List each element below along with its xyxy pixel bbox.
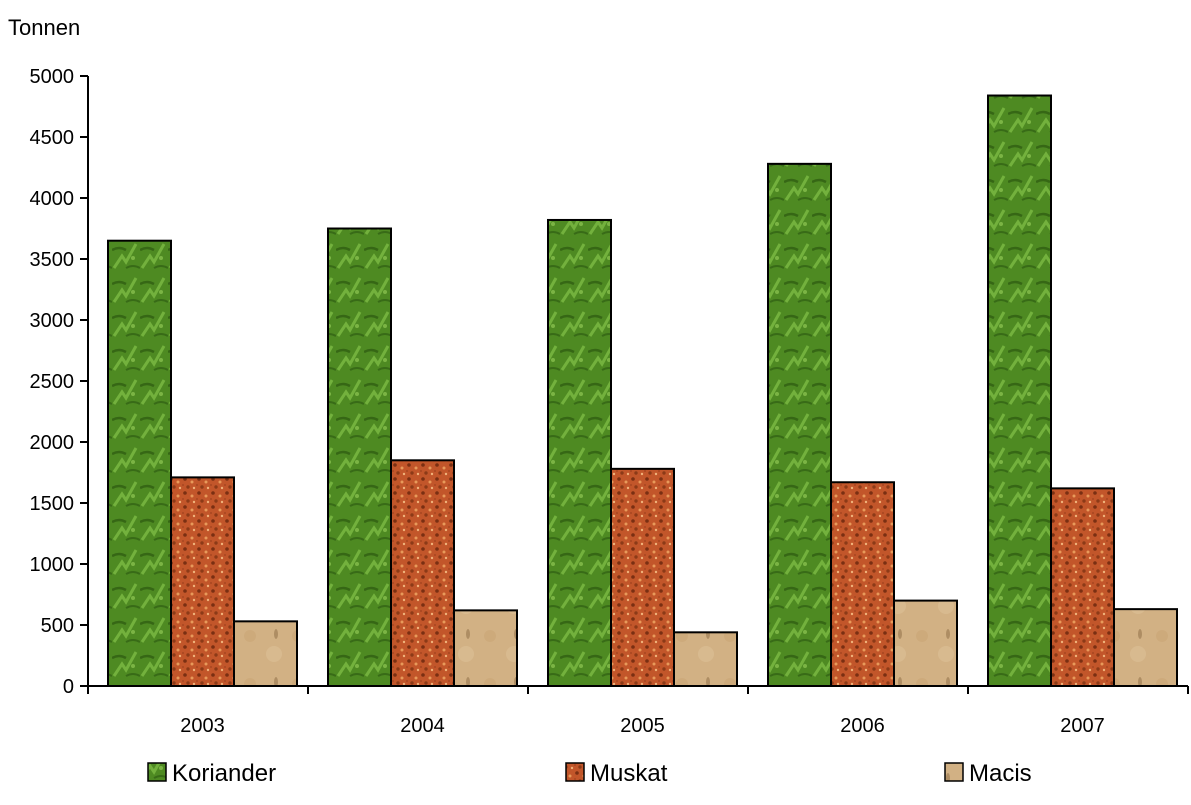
x-tick-label: 2007 bbox=[1060, 715, 1105, 737]
bar-koriander-2006 bbox=[767, 162, 832, 687]
y-tick-label: 0 bbox=[63, 676, 74, 698]
y-axis: 0 500 1000 1500 2000 2500 3000 3500 4000 4500 5000 bbox=[30, 66, 88, 698]
legend-swatch bbox=[944, 762, 964, 782]
bar-muskat-2007 bbox=[1050, 487, 1115, 687]
bar-koriander-2004 bbox=[327, 227, 392, 687]
y-tick-label: 2500 bbox=[30, 371, 75, 393]
y-tick-label: 3500 bbox=[30, 249, 75, 271]
bar-macis-2006 bbox=[893, 599, 958, 687]
bar-koriander-2005 bbox=[547, 218, 612, 688]
x-tick-label: 2005 bbox=[620, 715, 665, 737]
legend: Koriander Muskat Macis bbox=[147, 760, 1032, 787]
y-tick-label: 1500 bbox=[30, 493, 75, 515]
bars bbox=[107, 94, 1178, 688]
bar-macis-2004 bbox=[453, 609, 518, 687]
y-tick-label: 3000 bbox=[30, 310, 75, 332]
bar-koriander-2003 bbox=[107, 239, 172, 687]
legend-item-macis: Macis bbox=[944, 760, 1032, 787]
x-tick-label: 2006 bbox=[840, 715, 885, 737]
x-tick-label: 2003 bbox=[180, 715, 225, 737]
y-tick-label: 4500 bbox=[30, 127, 75, 149]
x-tick-label: 2004 bbox=[400, 715, 445, 737]
bar-macis-2007 bbox=[1113, 608, 1178, 688]
y-tick-label: 2000 bbox=[30, 432, 75, 454]
bar-muskat-2003 bbox=[170, 476, 235, 687]
bar-koriander-2007 bbox=[987, 94, 1052, 687]
bar-muskat-2004 bbox=[390, 459, 455, 687]
axis-lines bbox=[87, 76, 1188, 687]
legend-item-muskat: Muskat bbox=[565, 760, 668, 787]
bar-muskat-2006 bbox=[830, 481, 895, 688]
legend-label: Macis bbox=[969, 760, 1032, 787]
bar-macis-2005 bbox=[673, 631, 738, 688]
bar-macis-2003 bbox=[233, 620, 298, 688]
legend-label: Koriander bbox=[172, 760, 276, 787]
x-axis: 2003 2004 2005 2006 2007 bbox=[87, 686, 1189, 737]
legend-item-koriander: Koriander bbox=[147, 760, 276, 787]
bar-muskat-2005 bbox=[610, 467, 675, 687]
y-tick-label: 5000 bbox=[30, 66, 75, 88]
legend-label: Muskat bbox=[590, 760, 668, 787]
legend-swatch bbox=[147, 762, 167, 782]
y-tick-label: 500 bbox=[41, 615, 74, 637]
y-axis-title: Tonnen bbox=[8, 15, 80, 40]
y-tick-label: 4000 bbox=[30, 188, 75, 210]
legend-swatch bbox=[565, 762, 585, 782]
y-tick-label: 1000 bbox=[30, 554, 75, 576]
